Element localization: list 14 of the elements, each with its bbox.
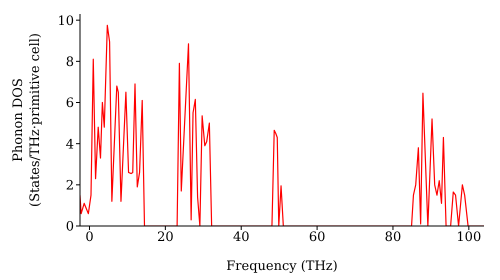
y-tick-label: 6 — [66, 96, 74, 112]
x-tick-label: 40 — [232, 230, 250, 246]
y-tick-label: 2 — [66, 178, 74, 194]
x-axis-title: Frequency (THz) — [226, 259, 338, 274]
x-tick-label: 60 — [308, 230, 326, 246]
x-tick-label: 100 — [456, 230, 482, 246]
y-axis-title: Phonon DOS (States/THz·primitive cell) — [11, 32, 43, 208]
x-tick-label: 80 — [384, 230, 402, 246]
x-tick-label: 20 — [157, 230, 174, 246]
x-tick-label: 0 — [85, 230, 94, 246]
y-tick-label: 0 — [66, 220, 74, 235]
y-tick-label: 4 — [66, 137, 74, 152]
y-tick-label: 10 — [57, 14, 74, 29]
y-tick-label: 8 — [66, 54, 74, 70]
